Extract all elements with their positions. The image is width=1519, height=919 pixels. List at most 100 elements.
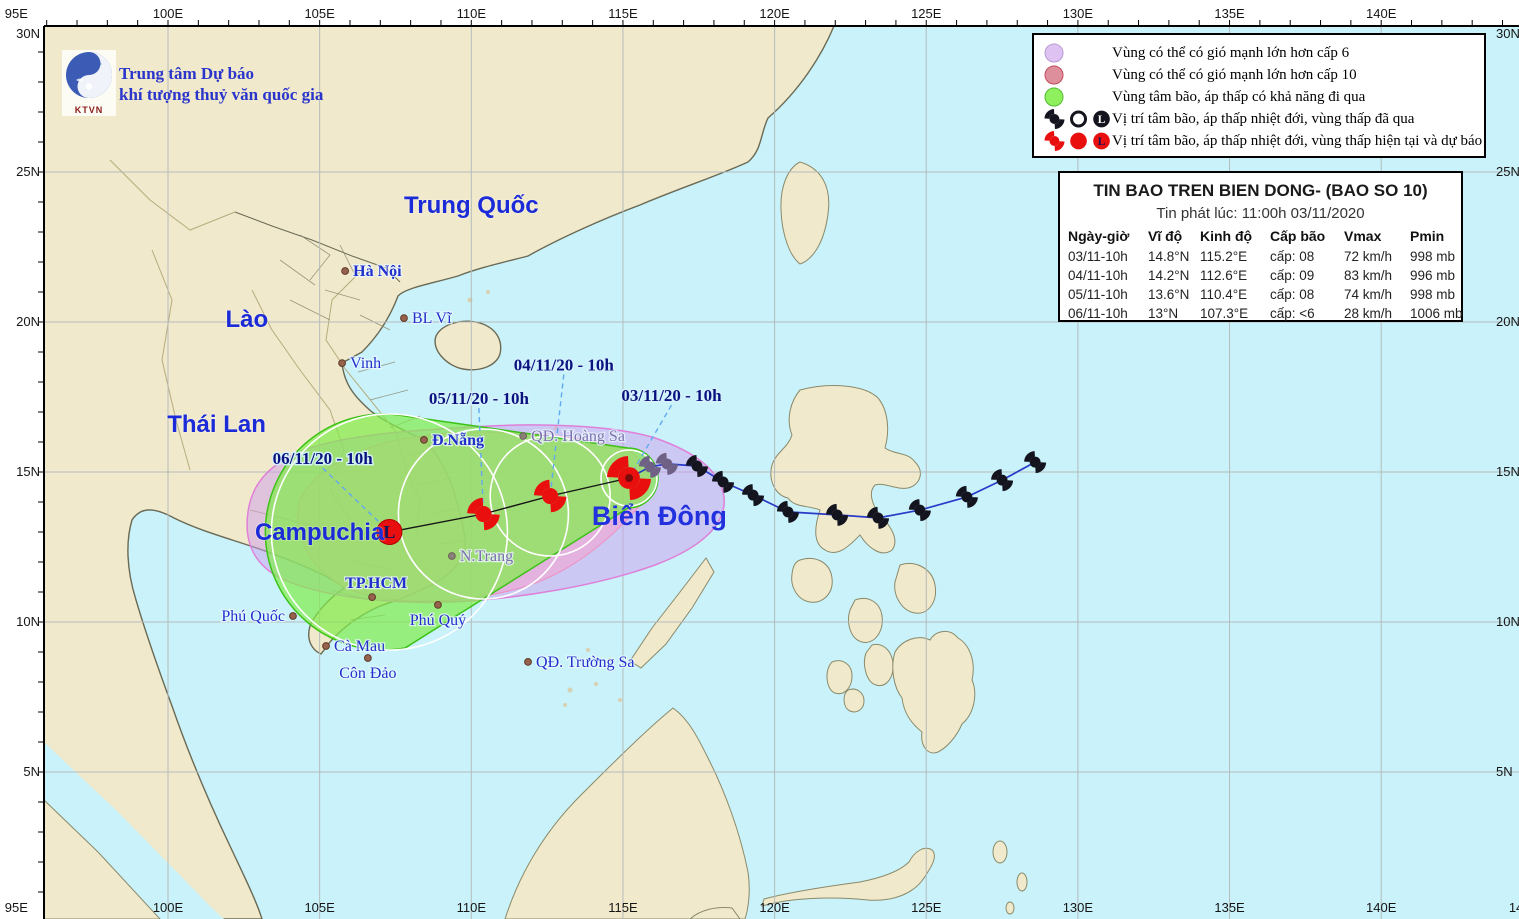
current-storm-center bbox=[625, 474, 634, 482]
axis-label-left: 5N bbox=[23, 764, 40, 779]
axis-label-top: 120E bbox=[759, 6, 790, 21]
axis-label-bottom: 100E bbox=[153, 900, 184, 915]
country-label: Lào bbox=[226, 306, 269, 333]
forecast-depression-icon bbox=[1070, 132, 1087, 150]
agency-line2: khí tượng thuỷ văn quốc gia bbox=[119, 85, 324, 104]
forecast-track-line bbox=[389, 477, 630, 533]
axis-label-right: 10N bbox=[1496, 614, 1519, 629]
bulletin-column-header: Kinh độ bbox=[1200, 228, 1253, 244]
bulletin-cell: 06/11-10h bbox=[1068, 306, 1128, 321]
forecast-date-label: 04/11/20 - 10h bbox=[514, 356, 615, 375]
legend-label: Vị trí tâm bão, áp thấp nhiệt đới, vùng … bbox=[1112, 132, 1483, 149]
cat10-area-icon bbox=[1044, 65, 1064, 85]
city-label: QĐ. Hoàng Sa bbox=[531, 428, 625, 445]
city-dot bbox=[400, 314, 408, 323]
past-low-icon: L bbox=[1093, 110, 1110, 128]
bulletin-cell: 14.8°N bbox=[1148, 249, 1190, 264]
legend-row-past: L Vị trí tâm bão, áp thấp nhiệt đới, vùn… bbox=[1034, 108, 1484, 130]
bulletin-cell: 112.6°E bbox=[1200, 268, 1248, 283]
bulletin-cell: 1006 mb bbox=[1410, 306, 1463, 321]
bulletin-cell: 115.2°E bbox=[1200, 249, 1248, 264]
forecast-low-icon: L bbox=[1093, 132, 1110, 150]
city-dot bbox=[519, 432, 528, 440]
bulletin-cell: 14.2°N bbox=[1148, 268, 1190, 283]
city-label: Phú Quý bbox=[410, 612, 466, 629]
axis-label-bottom: 105E bbox=[304, 900, 335, 915]
bulletin-column-header: Vmax bbox=[1344, 228, 1382, 244]
leader-line bbox=[549, 374, 565, 497]
agency-name: Trung tâm Dự báo khí tượng thuỷ văn quốc… bbox=[119, 63, 323, 105]
city-label: Đ.Nẵng bbox=[432, 432, 484, 449]
uncertainty-circles bbox=[270, 413, 658, 651]
bulletin-box: TIN BAO TREN BIEN DONG- (BAO SO 10) Tin … bbox=[1058, 171, 1463, 322]
uncertainty-circle bbox=[600, 449, 658, 507]
borneo-island bbox=[504, 707, 750, 919]
panay-island bbox=[848, 597, 883, 643]
axis-label-right: 30N bbox=[1496, 26, 1519, 41]
axis-label-right: 15N bbox=[1496, 464, 1519, 479]
city-dot bbox=[368, 593, 377, 601]
forecast-date-label: 03/11/20 - 10h bbox=[621, 386, 722, 405]
sulawesi-arm bbox=[761, 847, 935, 907]
leader-line bbox=[322, 467, 390, 533]
axis-label-bottom: 125E bbox=[911, 900, 942, 915]
city-label: Hà Nội bbox=[353, 263, 402, 280]
axis-label-bottom: 110E bbox=[457, 900, 487, 915]
borneo-south-edge bbox=[689, 907, 741, 919]
city-dot bbox=[338, 359, 346, 368]
city-label: Vinh bbox=[350, 355, 381, 372]
bulletin-column-header: Cấp bão bbox=[1270, 228, 1326, 244]
bulletin-cell: 03/11-10h bbox=[1068, 249, 1128, 264]
past-storm-icon bbox=[1044, 108, 1065, 130]
bulletin-title: TIN BAO TREN BIEN DONG- (BAO SO 10) bbox=[1093, 181, 1428, 200]
axis-label-top: 115E bbox=[608, 6, 638, 21]
legend-row-forecast: L Vị trí tâm bão, áp thấp nhiệt đới, vùn… bbox=[1034, 130, 1484, 152]
bulletin-cell: cấp: 08 bbox=[1270, 249, 1315, 264]
bulletin-cell: 28 km/h bbox=[1344, 306, 1393, 321]
city-label: BL Vĩ bbox=[412, 310, 452, 327]
legend-row-cat6: Vùng có thể có gió mạnh lớn hơn cấp 6 bbox=[1034, 42, 1484, 64]
axis-labels-ticks: 95E 95E 100E 100E 105E 105E 110E 110E 115E 115E 12… bbox=[5, 6, 1519, 915]
bulletin-table: Ngày-giờ Vĩ độ Kinh độ Cấp bão Vmax Pmin 03/11… bbox=[1068, 228, 1463, 325]
bulletin-cell: 13.6°N bbox=[1148, 287, 1190, 302]
hainan-island bbox=[434, 320, 502, 371]
past-depression-icon bbox=[1069, 110, 1087, 128]
legend-row-center-path: Vùng tâm bão, áp thấp có khả năng đi qua bbox=[1034, 86, 1484, 108]
bulletin-cell: 110.4°E bbox=[1200, 287, 1248, 302]
axis-label-top: 135E bbox=[1214, 6, 1245, 21]
bulletin-cell: 04/11-10h bbox=[1068, 268, 1128, 283]
bulletin-cell: cấp: 08 bbox=[1270, 287, 1315, 302]
storm-track: L bbox=[322, 374, 1047, 545]
country-label: Thái Lan bbox=[167, 411, 266, 438]
bulletin-cell: cấp: 09 bbox=[1270, 268, 1315, 283]
bulletin-cell: 74 km/h bbox=[1344, 287, 1393, 302]
place-markers: Hà Nội BL Vĩ Vinh Đ.Nẵng QĐ. Hoàng Sa N.Trang… bbox=[220, 262, 636, 684]
axis-label-top: 95E bbox=[5, 6, 28, 21]
bulletin-cell: 13°N bbox=[1148, 306, 1179, 321]
svg-text:L: L bbox=[1098, 136, 1106, 148]
center-path-area-icon bbox=[1044, 87, 1064, 107]
bulletin-issued-time: Tin phát lúc: 11:00h 03/11/2020 bbox=[1156, 205, 1365, 222]
bulletin-column-header: Vĩ độ bbox=[1148, 228, 1183, 244]
bulletin-column-header: Pmin bbox=[1410, 228, 1445, 244]
moluccas-islet bbox=[992, 840, 1008, 864]
bulletin-cell: 05/11-10h bbox=[1068, 287, 1128, 302]
cebu-bohol-islands bbox=[826, 660, 853, 695]
axis-label-bottom: 95E bbox=[5, 900, 28, 915]
city-dot bbox=[420, 436, 428, 444]
axis-label-bottom: 120E bbox=[759, 900, 790, 915]
agency-line1: Trung tâm Dự báo bbox=[119, 64, 255, 83]
legend-box: Vùng có thể có gió mạnh lớn hơn cấp 6 Vù… bbox=[1032, 33, 1486, 158]
bulletin-cell: 998 mb bbox=[1410, 249, 1456, 264]
moluccas-islet bbox=[1016, 872, 1028, 892]
bulletin-column-header: Ngày-giờ bbox=[1068, 228, 1130, 244]
axis-label-top: 130E bbox=[1063, 6, 1094, 21]
city-label: QĐ. Trường Sa bbox=[536, 654, 635, 671]
city-label: Phú Quốc bbox=[221, 608, 285, 625]
axis-label-left: 15N bbox=[16, 464, 40, 479]
city-dot bbox=[524, 658, 532, 666]
sea-name-label: Biển Đông bbox=[592, 501, 727, 531]
axis-label-left: 25N bbox=[16, 164, 40, 179]
city-dot bbox=[434, 601, 442, 609]
